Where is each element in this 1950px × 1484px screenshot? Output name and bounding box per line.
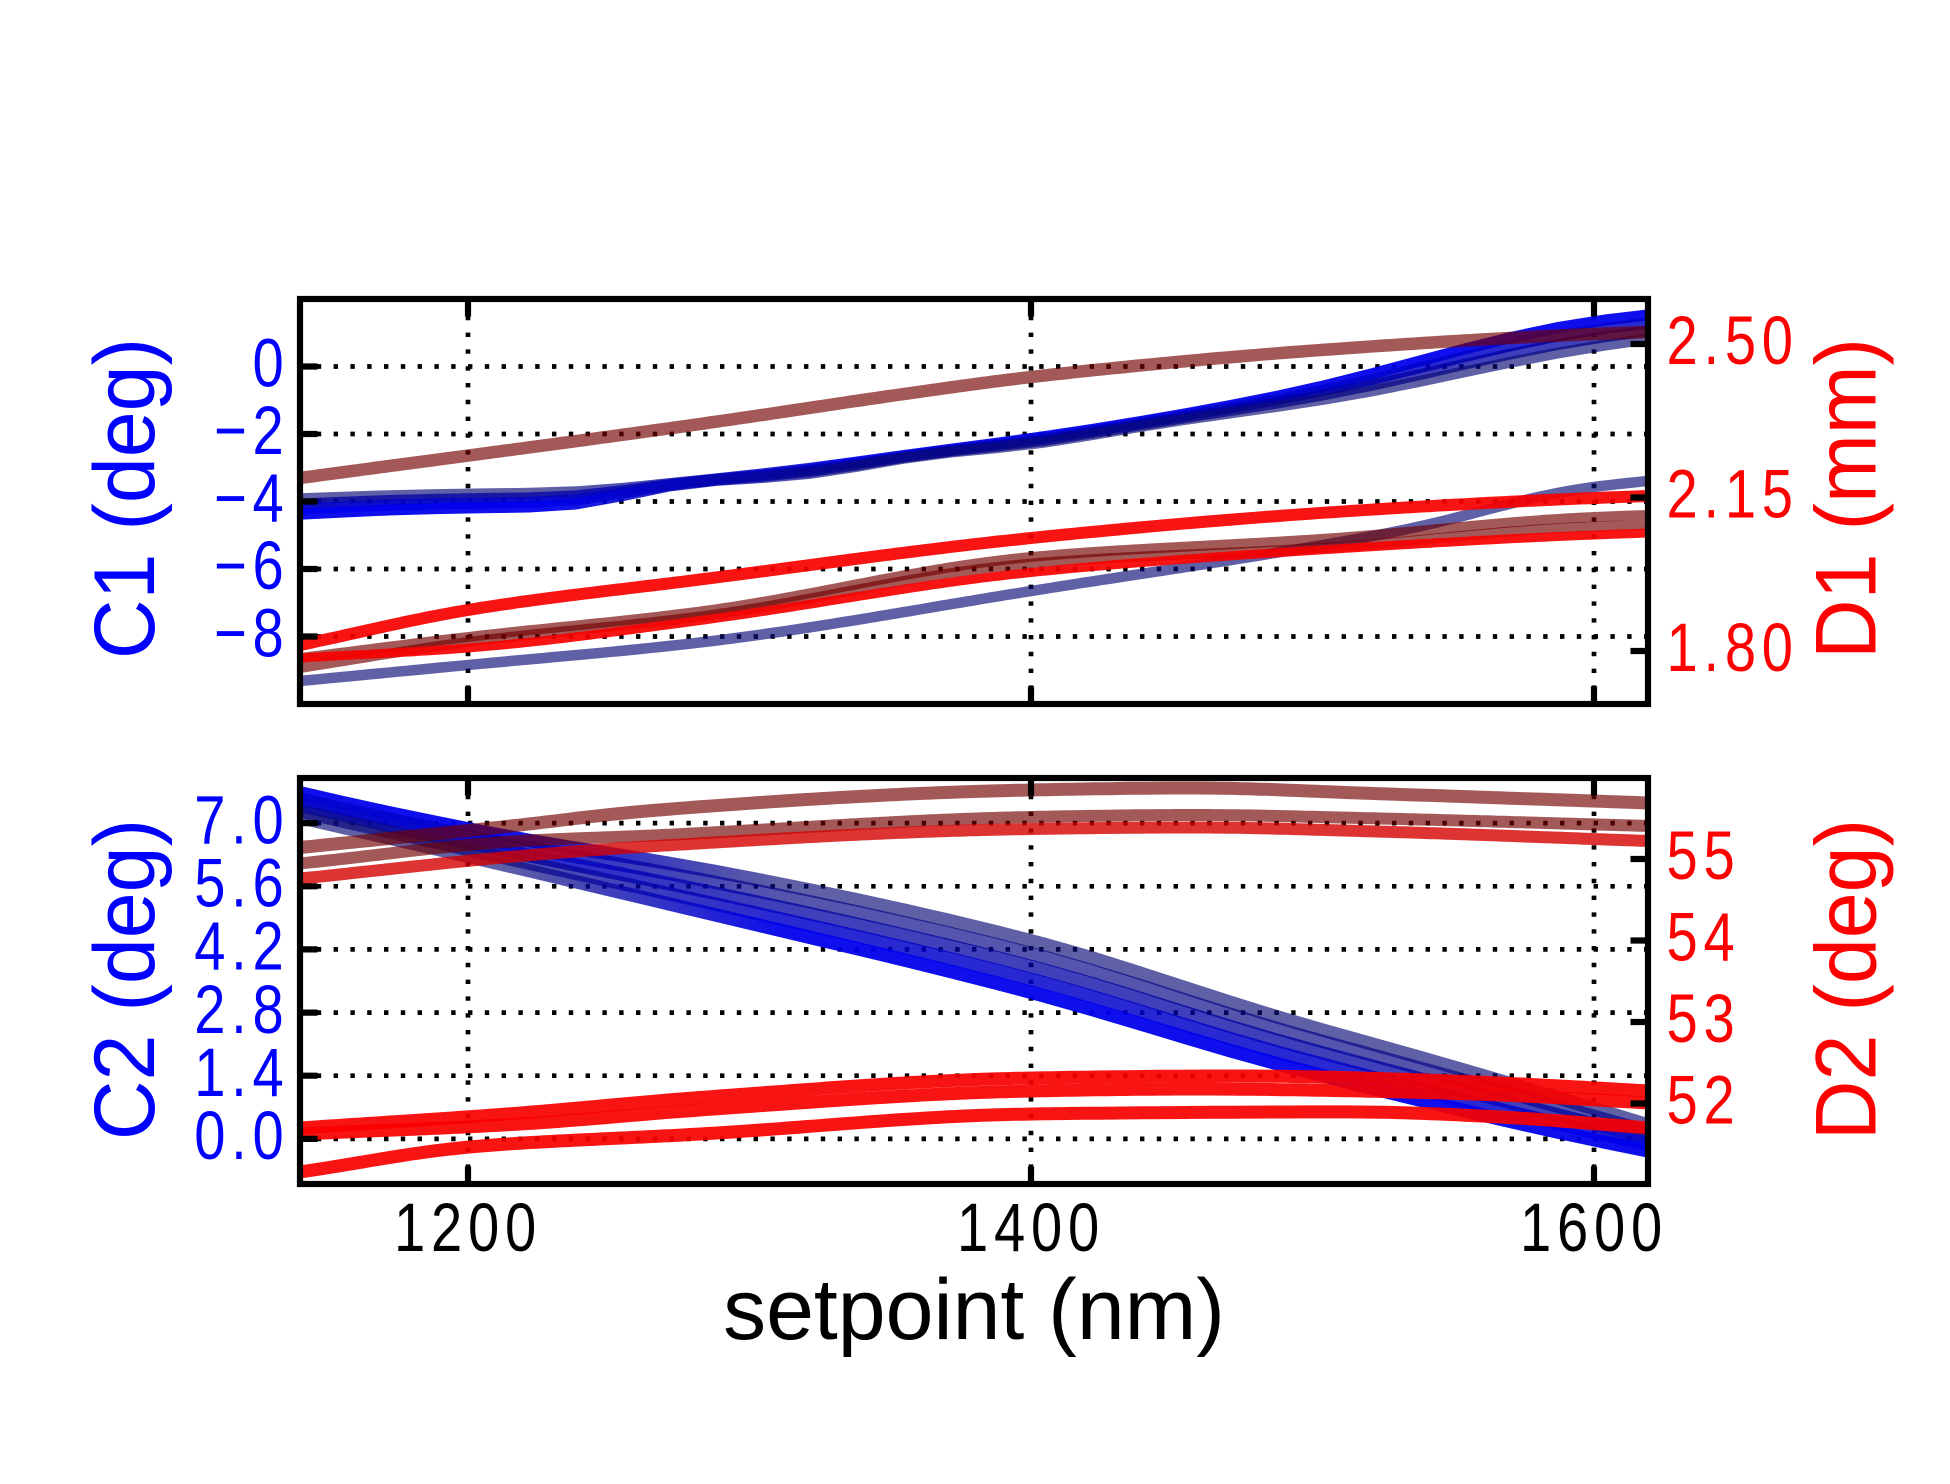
svg-text:setpoint (nm): setpoint (nm)	[723, 1262, 1225, 1358]
svg-text:7.0: 7.0	[194, 782, 289, 859]
svg-text:1.4: 1.4	[194, 1035, 289, 1112]
svg-text:1200: 1200	[394, 1190, 542, 1267]
svg-text:53: 53	[1667, 981, 1741, 1058]
svg-text:2.8: 2.8	[194, 972, 289, 1049]
svg-text:1.80: 1.80	[1667, 610, 1799, 687]
svg-text:4.2: 4.2	[194, 908, 289, 985]
svg-text:54: 54	[1667, 899, 1741, 976]
svg-text:5.6: 5.6	[194, 845, 289, 922]
svg-text:0.0: 0.0	[194, 1098, 289, 1175]
svg-text:−6: −6	[214, 528, 290, 605]
svg-text:1400: 1400	[957, 1190, 1105, 1267]
svg-text:55: 55	[1667, 818, 1741, 895]
svg-text:1600: 1600	[1520, 1190, 1668, 1267]
svg-text:0: 0	[253, 325, 290, 402]
svg-text:−2: −2	[214, 393, 290, 470]
svg-text:C1 (deg): C1 (deg)	[76, 338, 172, 659]
svg-text:−8: −8	[214, 595, 290, 672]
svg-text:D2 (deg): D2 (deg)	[1798, 819, 1894, 1140]
svg-text:−4: −4	[214, 460, 290, 537]
svg-text:2.50: 2.50	[1667, 303, 1799, 380]
svg-text:2.15: 2.15	[1667, 456, 1799, 533]
svg-text:C2 (deg): C2 (deg)	[76, 819, 172, 1140]
svg-text:D1 (mm): D1 (mm)	[1798, 338, 1894, 659]
svg-text:52: 52	[1667, 1062, 1741, 1139]
